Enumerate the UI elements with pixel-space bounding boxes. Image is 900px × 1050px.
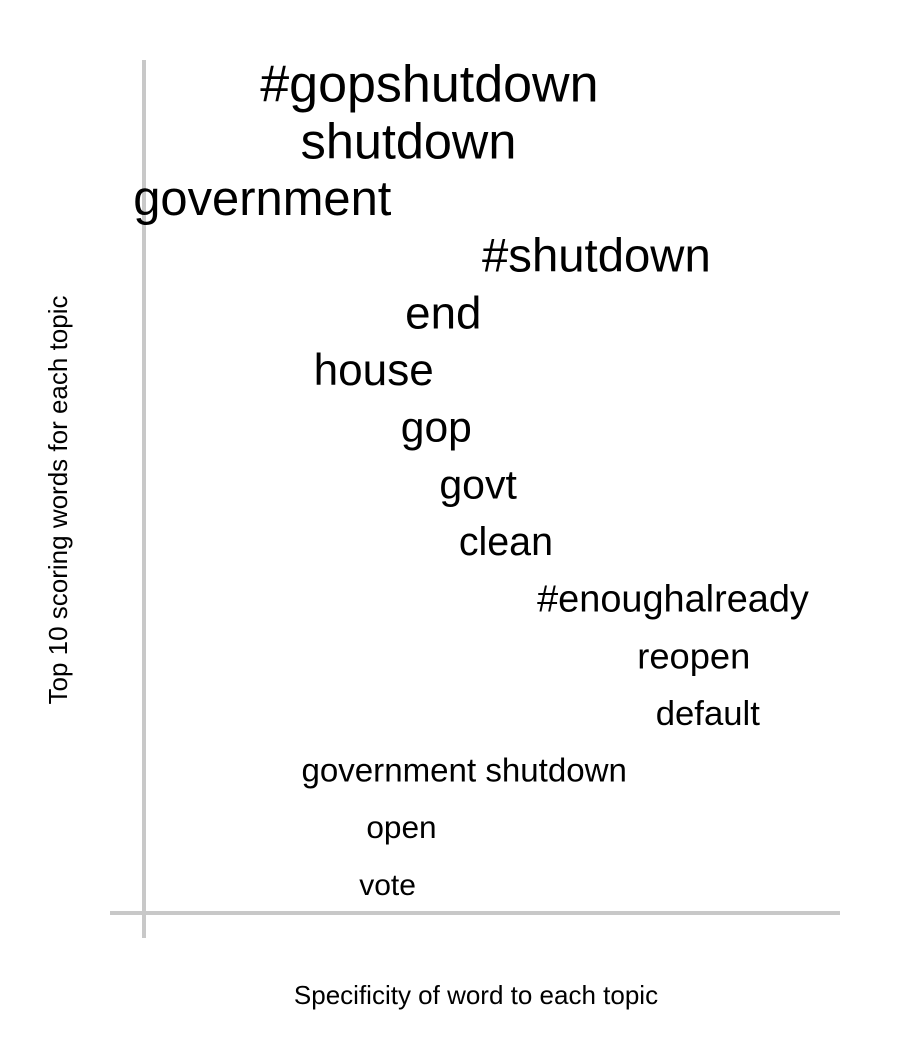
word-mark: government shutdown bbox=[301, 753, 626, 790]
x-axis-label: Specificity of word to each topic bbox=[294, 980, 658, 1010]
word-mark: gop bbox=[401, 404, 472, 452]
y-axis-label: Top 10 scoring words for each topic bbox=[43, 296, 73, 705]
word-mark: government bbox=[133, 172, 392, 226]
word-mark: vote bbox=[359, 869, 416, 902]
word-mark: #shutdown bbox=[482, 230, 711, 283]
word-mark: shutdown bbox=[301, 112, 517, 169]
word-mark: clean bbox=[459, 520, 553, 564]
word-mark: open bbox=[366, 809, 436, 845]
word-mark: #gopshutdown bbox=[260, 56, 598, 114]
word-mark: reopen bbox=[637, 635, 750, 676]
word-mark: house bbox=[314, 346, 434, 395]
word-mark: end bbox=[405, 287, 481, 338]
word-mark: #enoughalready bbox=[537, 579, 809, 621]
word-mark: default bbox=[656, 695, 761, 733]
word-mark: govt bbox=[439, 461, 517, 507]
